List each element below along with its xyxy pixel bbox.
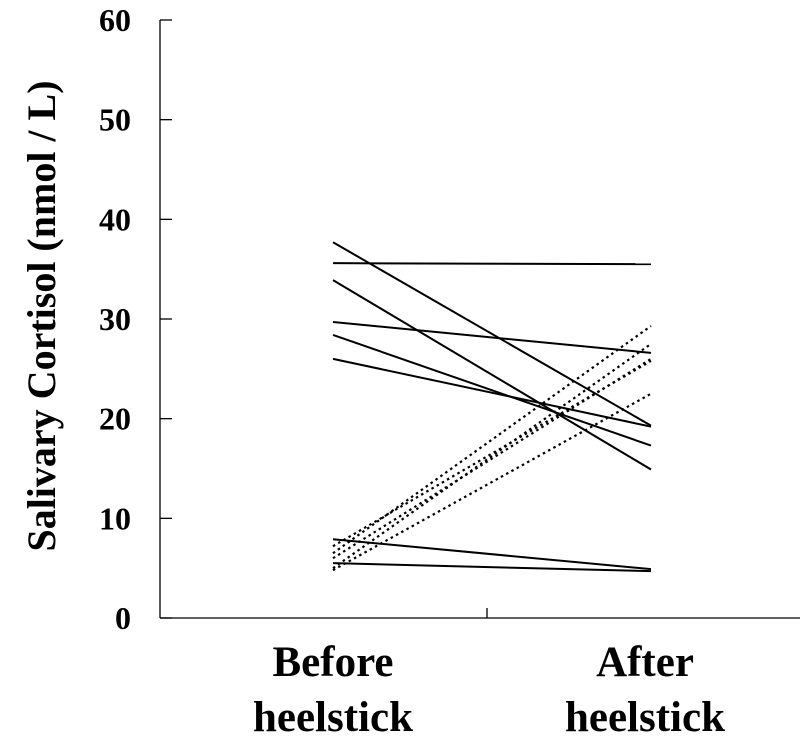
y-tick-label: 10 xyxy=(99,500,131,536)
y-tick-label: 30 xyxy=(99,301,131,337)
y-tick-label: 50 xyxy=(99,102,131,138)
solid-series-line xyxy=(332,334,652,447)
x-category-label: Before xyxy=(273,639,394,686)
x-category-labels: Before heelstick After heelstick xyxy=(253,639,725,740)
solid-series-line xyxy=(332,241,652,427)
dotted-series-line xyxy=(332,392,652,572)
solid-series-line xyxy=(332,320,652,354)
series-lines xyxy=(332,241,652,573)
axes xyxy=(159,20,800,619)
x-category-label: After xyxy=(596,639,694,686)
dotted-series-line xyxy=(332,325,652,555)
x-category-label: heelstick xyxy=(253,694,413,740)
solid-series-line xyxy=(332,262,652,266)
dotted-series-line xyxy=(332,357,652,560)
x-category-label: heelstick xyxy=(565,694,725,740)
dotted-series-line xyxy=(332,343,652,570)
solid-series-line xyxy=(332,562,652,573)
y-tick-label: 0 xyxy=(115,600,131,636)
y-ticks: 0 10 20 30 40 50 60 xyxy=(99,2,172,636)
y-tick-label: 60 xyxy=(99,2,131,38)
y-tick-label: 20 xyxy=(99,401,131,437)
solid-series-line xyxy=(332,279,652,471)
solid-series-line xyxy=(332,357,652,428)
solid-series-line xyxy=(332,538,652,571)
y-tick-label: 40 xyxy=(99,201,131,237)
y-axis-title: Salivary Cortisol (nmol / L) xyxy=(19,80,64,551)
